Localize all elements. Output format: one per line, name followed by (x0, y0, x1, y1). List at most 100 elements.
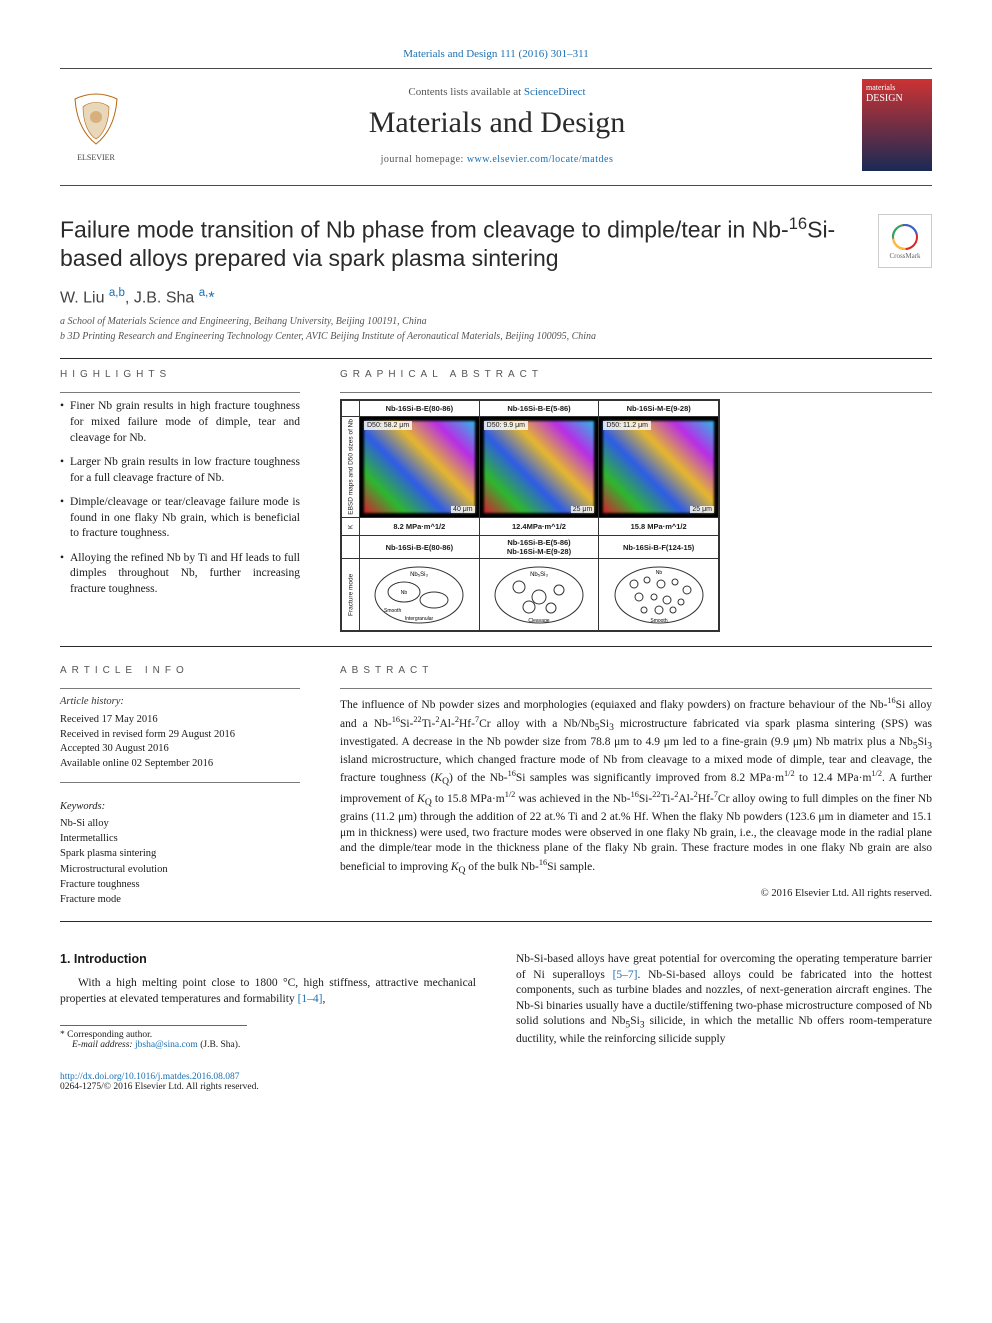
ebsd-map-1: D50: 58.2 μm40 μm (360, 417, 480, 518)
keyword: Fracture mode (60, 892, 300, 907)
contents-line: Contents lists available at ScienceDirec… (132, 86, 862, 98)
info-abstract-row: ARTICLE INFO Article history: Received 1… (60, 665, 932, 907)
body-col-left: 1. Introduction With a high melting poin… (60, 952, 476, 1050)
history-label: Article history: (60, 695, 300, 710)
svg-text:Smooth: Smooth (384, 608, 401, 614)
ga-k-label: K (342, 518, 360, 536)
elsevier-label: ELSEVIER (77, 153, 115, 162)
body-col-right: Nb-Si-based alloys have great potential … (516, 952, 932, 1050)
highlights-col: HIGHLIGHTS Finer Nb grain results in hig… (60, 369, 300, 632)
graphical-abstract-col: GRAPHICAL ABSTRACT Nb-16Si-B-E(80-86) Nb… (340, 369, 932, 632)
ga-col-head: Nb-16Si-B-E(5-86) (479, 401, 599, 417)
journal-header: ELSEVIER Contents lists available at Sci… (60, 68, 932, 186)
abstract-heading: ABSTRACT (340, 665, 932, 676)
footnote-email-link[interactable]: jbsha@sina.com (135, 1040, 198, 1050)
highlight-item: Alloying the refined Nb by Ti and Hf lea… (60, 551, 300, 598)
ga-col-head: Nb-16Si-B-F(124-15) (599, 536, 719, 559)
ga-col-head: Nb-16Si-M-E(9-28) (599, 401, 719, 417)
ga-k-value: 12.4MPa·m^1/2 (479, 518, 599, 536)
keyword: Fracture toughness (60, 877, 300, 892)
rule-kw (60, 782, 300, 783)
ebsd-map-2: D50: 9.9 μm25 μm (479, 417, 599, 518)
affiliation-b: b 3D Printing Research and Engineering T… (60, 330, 858, 345)
keyword: Spark plasma sintering (60, 846, 300, 861)
keywords-label: Keywords: (60, 799, 300, 814)
body-paragraph: With a high melting point close to 1800 … (60, 976, 476, 1007)
history-line: Available online 02 September 2016 (60, 757, 300, 772)
ga-col-head: Nb-16Si-B-E(5-86) Nb-16Si-M-E(9-28) (479, 536, 599, 559)
svg-text:Nb: Nb (655, 570, 662, 576)
keyword: Intermetallics (60, 831, 300, 846)
history-line: Accepted 30 August 2016 (60, 742, 300, 757)
top-citation: Materials and Design 111 (2016) 301–311 (60, 48, 932, 60)
footnote-email-paren: (J.B. Sha). (200, 1040, 240, 1050)
fracture-sketch-2: Nb₅Si₃ Cleavage (479, 559, 599, 631)
svg-text:Cleavage: Cleavage (528, 618, 549, 624)
corresponding-footnote: * Corresponding author. E-mail address: … (60, 1025, 247, 1050)
ga-k-value: 15.8 MPa·m^1/2 (599, 518, 719, 536)
ga-col-head: Nb-16Si-B-E(80-86) (360, 536, 480, 559)
keyword: Microstructural evolution (60, 862, 300, 877)
crossmark-badge[interactable]: CrossMark (878, 214, 932, 268)
affiliation-a: a School of Materials Science and Engine… (60, 315, 858, 330)
graphical-abstract: Nb-16Si-B-E(80-86) Nb-16Si-B-E(5-86) Nb-… (340, 399, 720, 632)
crossmark-label: CrossMark (889, 252, 920, 260)
rule-ga (340, 392, 932, 393)
contents-prefix: Contents lists available at (408, 86, 523, 98)
svg-text:Nb: Nb (401, 590, 408, 596)
ga-col-head: Nb-16Si-B-E(80-86) (360, 401, 480, 417)
fracture-sketch-3: Nb Smooth (599, 559, 719, 631)
journal-name: Materials and Design (132, 106, 862, 140)
ga-row-label: EBSD maps and D50 sizes of Nb (342, 417, 360, 518)
body-paragraph: Nb-Si-based alloys have great potential … (516, 952, 932, 1048)
svg-text:Intergranular: Intergranular (405, 616, 434, 622)
highlight-item: Larger Nb grain results in low fracture … (60, 455, 300, 486)
svg-text:Nb₅Si₃: Nb₅Si₃ (530, 572, 548, 578)
home-prefix: journal homepage: (381, 154, 467, 165)
keyword: Nb-Si alloy (60, 816, 300, 831)
history-line: Received in revised form 29 August 2016 (60, 728, 300, 743)
article-info-heading: ARTICLE INFO (60, 665, 300, 676)
rule-hl (60, 392, 300, 393)
authors: W. Liu a,b, J.B. Sha a,* (60, 287, 858, 307)
copyright: © 2016 Elsevier Ltd. All rights reserved… (340, 888, 932, 899)
rule-ab (340, 688, 932, 689)
page: Materials and Design 111 (2016) 301–311 … (0, 0, 992, 1132)
journal-home-link[interactable]: www.elsevier.com/locate/matdes (467, 154, 614, 165)
page-footer: http://dx.doi.org/10.1016/j.matdes.2016.… (60, 1072, 932, 1092)
highlight-item: Finer Nb grain results in high fracture … (60, 399, 300, 446)
rule-3 (60, 921, 932, 922)
section-heading: 1. Introduction (60, 952, 476, 966)
sciencedirect-link[interactable]: ScienceDirect (524, 86, 586, 98)
ga-k-value: 8.2 MPa·m^1/2 (360, 518, 480, 536)
top-citation-link[interactable]: Materials and Design 111 (2016) 301–311 (403, 48, 588, 60)
fracture-sketch-1: Nb₅Si₃ Nb Intergranular Smooth (360, 559, 480, 631)
article-info: ARTICLE INFO Article history: Received 1… (60, 665, 300, 907)
abstract: ABSTRACT The influence of Nb powder size… (340, 665, 932, 907)
article-title: Failure mode transition of Nb phase from… (60, 214, 858, 273)
footnote-star: * Corresponding author. (60, 1030, 247, 1040)
ga-frac-label: Fracture mode (342, 559, 360, 631)
elsevier-logo: ELSEVIER (60, 85, 132, 165)
cover-text-1: materials (866, 83, 895, 92)
cover-text-2: DESIGN (866, 93, 903, 104)
svg-text:Smooth: Smooth (650, 618, 667, 624)
history-line: Received 17 May 2016 (60, 713, 300, 728)
body-columns: 1. Introduction With a high melting poin… (60, 952, 932, 1050)
svg-text:Nb₅Si₃: Nb₅Si₃ (410, 572, 428, 578)
ga-heading: GRAPHICAL ABSTRACT (340, 369, 932, 380)
title-row: Failure mode transition of Nb phase from… (60, 214, 932, 344)
highlights-ga-row: HIGHLIGHTS Finer Nb grain results in hig… (60, 369, 932, 632)
rule-ai (60, 688, 300, 689)
rule-1 (60, 358, 932, 359)
rule-2 (60, 646, 932, 647)
highlight-item: Dimple/cleavage or tear/cleavage failure… (60, 495, 300, 542)
footer-copyright: 0264-1275/© 2016 Elsevier Ltd. All right… (60, 1082, 932, 1092)
abstract-text: The influence of Nb powder sizes and mor… (340, 695, 932, 878)
ebsd-map-3: D50: 11.2 μm25 μm (599, 417, 719, 518)
header-center: Contents lists available at ScienceDirec… (132, 86, 862, 165)
cover-thumbnail: materials DESIGN (862, 79, 932, 171)
journal-home: journal homepage: www.elsevier.com/locat… (132, 154, 862, 165)
highlights-heading: HIGHLIGHTS (60, 369, 300, 380)
doi-link[interactable]: http://dx.doi.org/10.1016/j.matdes.2016.… (60, 1072, 240, 1082)
